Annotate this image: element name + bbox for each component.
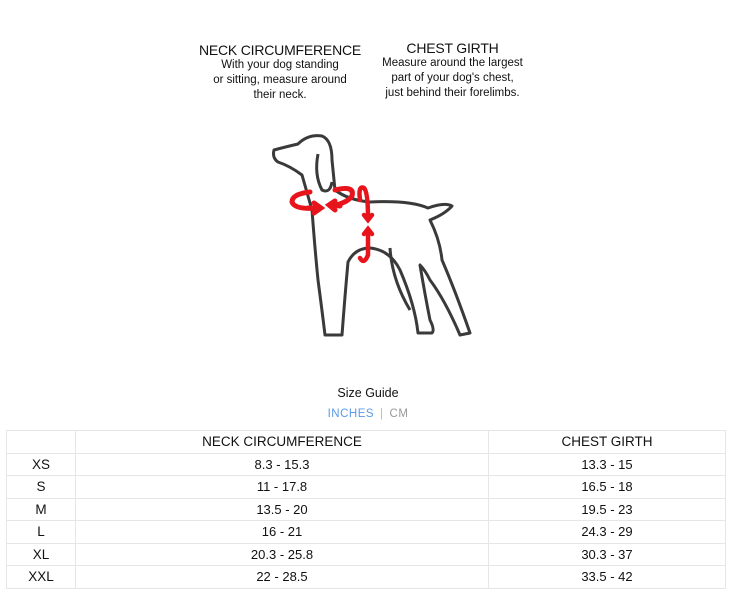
neck-cell: 20.3 - 25.8	[75, 542, 489, 566]
size-cell: XL	[6, 542, 76, 566]
table-row: L 16 - 21 24.3 - 29	[6, 520, 726, 544]
neck-line: their neck.	[253, 89, 307, 101]
dog-measurement-illustration	[272, 134, 472, 337]
chest-cell: 24.3 - 29	[488, 520, 726, 544]
table-header-row: NECK CIRCUMFERENCE CHEST GIRTH	[6, 430, 726, 454]
chest-title: CHEST GIRTH	[406, 40, 499, 56]
chest-cell: 33.5 - 42	[488, 565, 726, 589]
chest-cell: 19.5 - 23	[488, 497, 726, 521]
unit-separator: |	[380, 408, 384, 420]
header-neck: NECK CIRCUMFERENCE	[75, 430, 489, 454]
chest-line: part of your dog's chest,	[391, 72, 514, 84]
chest-arrow-icon	[357, 185, 375, 264]
chest-cell: 16.5 - 18	[488, 475, 726, 499]
neck-line: With your dog standing	[221, 59, 339, 71]
header-chest: CHEST GIRTH	[488, 430, 726, 454]
chest-cell: 30.3 - 37	[488, 542, 726, 566]
size-guide-title: Size Guide	[337, 386, 399, 400]
unit-cm-tab[interactable]: CM	[389, 408, 409, 420]
size-cell: S	[6, 475, 76, 499]
size-table: NECK CIRCUMFERENCE CHEST GIRTH XS 8.3 - 1…	[6, 430, 726, 589]
dog-outline	[272, 134, 472, 337]
neck-cell: 11 - 17.8	[75, 475, 489, 499]
size-cell: XXL	[6, 565, 76, 589]
neck-arrow-icon	[289, 186, 355, 216]
table-row: XL 20.3 - 25.8 30.3 - 37	[6, 542, 726, 566]
unit-inches-tab[interactable]: INCHES	[327, 408, 375, 420]
chest-line: just behind their forelimbs.	[385, 87, 520, 99]
size-cell: M	[6, 497, 76, 521]
size-cell: L	[6, 520, 76, 544]
neck-instructions: NECK CIRCUMFERENCE With your dog standin…	[195, 42, 365, 103]
size-cell: XS	[6, 452, 76, 476]
hind-leg-line	[388, 247, 412, 311]
chest-line: Measure around the largest	[382, 57, 523, 69]
neck-line: or sitting, measure around	[213, 74, 347, 86]
table-row: XXL 22 - 28.5 33.5 - 42	[6, 565, 726, 589]
neck-title: NECK CIRCUMFERENCE	[198, 42, 362, 58]
chest-instructions: CHEST GIRTH Measure around the largest p…	[370, 40, 535, 101]
neck-cell: 8.3 - 15.3	[75, 452, 489, 476]
neck-cell: 22 - 28.5	[75, 565, 489, 589]
neck-cell: 16 - 21	[75, 520, 489, 544]
ear	[315, 153, 334, 193]
header-size	[6, 430, 76, 454]
unit-toggle: INCHES | CM	[0, 408, 736, 420]
table-row: S 11 - 17.8 16.5 - 18	[6, 475, 726, 499]
neck-cell: 13.5 - 20	[75, 497, 489, 521]
chest-cell: 13.3 - 15	[488, 452, 726, 476]
table-row: M 13.5 - 20 19.5 - 23	[6, 497, 726, 521]
table-row: XS 8.3 - 15.3 13.3 - 15	[6, 452, 726, 476]
